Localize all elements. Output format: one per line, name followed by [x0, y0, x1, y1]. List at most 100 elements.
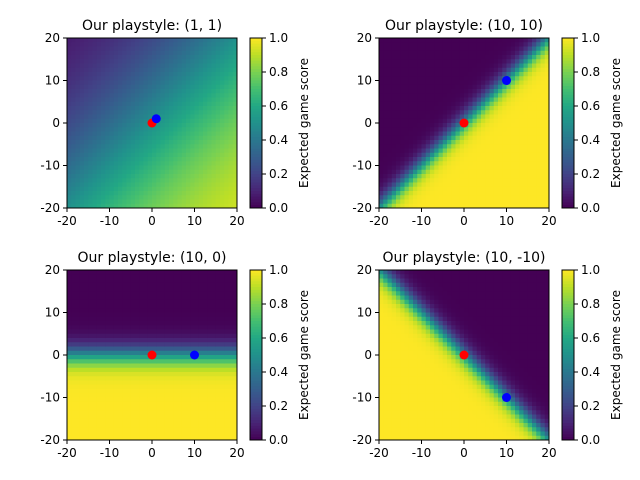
heatmap-cell	[430, 106, 435, 111]
heatmap-cell	[447, 182, 452, 188]
heatmap-cell	[156, 106, 161, 111]
heatmap-cell	[464, 178, 469, 183]
heatmap-cell	[447, 42, 452, 47]
heatmap-cell	[455, 191, 461, 196]
heatmap-cell	[515, 140, 520, 145]
heatmap-cell	[194, 427, 200, 432]
heatmap-cell	[519, 174, 524, 179]
colorbar-segment	[250, 134, 262, 138]
heatmap-cell	[232, 199, 238, 205]
heatmap-cell	[79, 80, 85, 86]
heatmap-cell	[96, 199, 102, 205]
heatmap-cell	[181, 329, 187, 335]
heatmap-cell	[79, 406, 85, 411]
colorbar-segment	[250, 57, 262, 62]
heatmap-cell	[228, 423, 234, 428]
heatmap-cell	[468, 38, 473, 43]
heatmap-cell	[498, 135, 503, 141]
heatmap-cell	[173, 401, 178, 407]
heatmap-cell	[510, 114, 516, 120]
heatmap-cell	[139, 72, 144, 77]
heatmap-cell	[379, 178, 384, 183]
heatmap-cell	[396, 195, 401, 200]
heatmap-cell	[544, 93, 550, 98]
heatmap-cell	[84, 393, 89, 398]
heatmap-cell	[379, 131, 384, 137]
heatmap-cell	[203, 114, 208, 120]
heatmap-cell	[109, 393, 115, 398]
heatmap-cell	[383, 93, 388, 98]
heatmap-cell	[156, 76, 161, 81]
heatmap-cell	[451, 178, 456, 183]
heatmap-cell	[147, 418, 153, 424]
heatmap-cell	[203, 165, 208, 171]
heatmap-cell	[96, 423, 102, 428]
heatmap-cell	[451, 46, 456, 52]
heatmap-cell	[79, 278, 85, 284]
heatmap-cell	[122, 359, 127, 364]
heatmap-cell	[532, 80, 537, 86]
heatmap-cell	[207, 72, 212, 77]
heatmap-cell	[447, 131, 452, 137]
heatmap-cell	[105, 110, 110, 115]
heatmap-cell	[421, 135, 427, 141]
heatmap-cell	[169, 359, 174, 364]
colorbar-segment	[250, 137, 262, 141]
heatmap-cell	[122, 152, 127, 158]
heatmap-cell	[540, 93, 546, 98]
heatmap-cell	[421, 140, 427, 145]
heatmap-cell	[105, 270, 110, 275]
heatmap-cell	[173, 89, 178, 94]
heatmap-cell	[181, 165, 187, 171]
heatmap-cell	[122, 165, 127, 171]
heatmap-cell	[198, 178, 204, 183]
heatmap-cell	[186, 295, 191, 301]
heatmap-cell	[79, 63, 85, 69]
heatmap-cell	[527, 161, 533, 166]
heatmap-cell	[135, 333, 140, 339]
heatmap-cell	[220, 127, 225, 132]
heatmap-cell	[67, 178, 72, 183]
heatmap-cell	[391, 152, 397, 158]
heatmap-cell	[173, 135, 178, 141]
heatmap-cell	[211, 350, 217, 356]
heatmap-cell	[105, 80, 110, 86]
heatmap-cell	[109, 123, 115, 128]
heatmap-cell	[113, 350, 119, 356]
heatmap-cell	[169, 144, 174, 149]
heatmap-cell	[455, 169, 461, 175]
heatmap-cell	[489, 76, 495, 81]
heatmap-cell	[113, 316, 119, 322]
heatmap-cell	[139, 67, 144, 73]
heatmap-cell	[160, 38, 166, 43]
heatmap-cell	[540, 131, 546, 137]
heatmap-cell	[79, 367, 85, 373]
heatmap-cell	[224, 338, 229, 343]
colorbar-segment	[250, 80, 262, 84]
heatmap-cell	[211, 376, 217, 381]
heatmap-cell	[527, 84, 533, 90]
heatmap-cell	[122, 295, 127, 301]
heatmap-cell	[92, 161, 98, 166]
heatmap-cell	[455, 157, 461, 162]
heatmap-cell	[417, 140, 422, 145]
heatmap-cell	[207, 406, 212, 411]
heatmap-cell	[211, 389, 217, 394]
heatmap-cell	[400, 191, 405, 196]
heatmap-cell	[152, 342, 157, 347]
heatmap-cell	[67, 270, 72, 275]
heatmap-cell	[198, 410, 204, 415]
heatmap-cell	[198, 287, 204, 292]
heatmap-cell	[118, 80, 123, 86]
heatmap-cell	[413, 101, 418, 107]
heatmap-cell	[84, 401, 89, 407]
heatmap-cell	[84, 195, 89, 200]
heatmap-cell	[523, 157, 529, 162]
heatmap-cell	[109, 67, 115, 73]
heatmap-cell	[173, 304, 178, 309]
heatmap-cell	[434, 161, 439, 166]
heatmap-cell	[224, 80, 229, 86]
heatmap-cell	[464, 110, 469, 115]
heatmap-cell	[391, 55, 397, 60]
heatmap-cell	[122, 414, 127, 420]
